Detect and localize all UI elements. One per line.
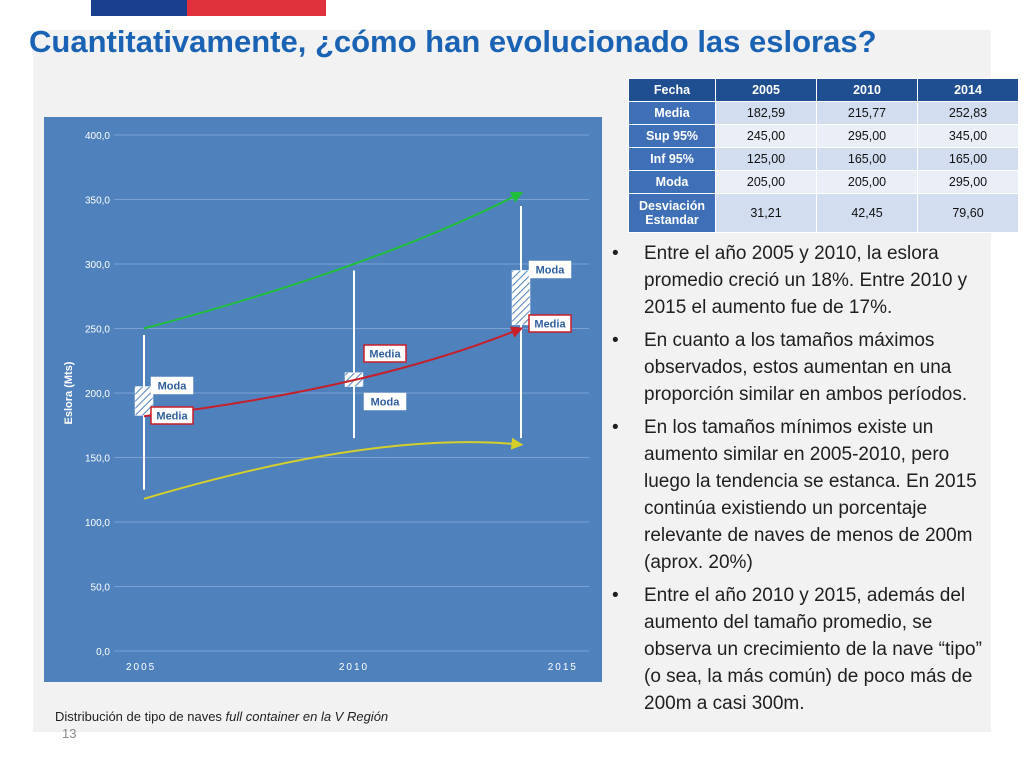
y-tick-label: 200,0 xyxy=(85,389,110,400)
box-label-bg xyxy=(528,314,572,333)
caption-text: Distribución de tipo de naves xyxy=(55,709,226,724)
table-cell: 205,00 xyxy=(715,170,817,194)
table-cell: 165,00 xyxy=(917,147,1019,171)
y-tick-label: 300,0 xyxy=(85,260,110,271)
trend-line xyxy=(143,191,524,330)
box-label-bg xyxy=(528,260,572,279)
table-cell: 295,00 xyxy=(816,124,918,148)
y-tick-label: 50,0 xyxy=(91,583,111,594)
bullet-dot-icon: • xyxy=(612,417,619,438)
table-row-label: Moda xyxy=(628,170,716,194)
box-label: Media xyxy=(534,319,566,331)
box-label: Moda xyxy=(158,381,188,393)
top-accent-red xyxy=(187,0,326,16)
box-label: Moda xyxy=(371,397,401,409)
table-row: Desviación Estandar 31,21 42,45 79,60 xyxy=(628,193,1019,233)
y-tick-label: 400,0 xyxy=(85,131,110,142)
table-row-label: Sup 95% xyxy=(628,124,716,148)
y-tick-label: 0,0 xyxy=(96,647,110,658)
bullet-text: En cuanto a los tamaños máximos observad… xyxy=(644,330,968,405)
bullet-dot-icon: • xyxy=(612,243,619,264)
y-tick-label: 350,0 xyxy=(85,196,110,207)
bullet-dot-icon: • xyxy=(612,585,619,606)
table-cell: 345,00 xyxy=(917,124,1019,148)
chart-caption: Distribución de tipo de naves full conta… xyxy=(55,709,388,724)
table-cell: 252,83 xyxy=(917,101,1019,125)
table-header-cell: 2005 xyxy=(715,78,817,102)
table-header-cell: Fecha xyxy=(628,78,716,102)
table-header-cell: 2010 xyxy=(816,78,918,102)
trend-line xyxy=(143,326,524,418)
caption-italic-text: full container en la V Región xyxy=(225,709,389,724)
box-rect xyxy=(511,270,531,326)
y-axis-label: Eslora (Mts) xyxy=(63,361,75,424)
bullet-dot-icon: • xyxy=(612,330,619,351)
table-row-label: Media xyxy=(628,101,716,125)
table-row-label: Desviación Estandar xyxy=(628,193,716,233)
table-cell: 165,00 xyxy=(816,147,918,171)
bullet-text: En los tamaños mínimos existe un aumento… xyxy=(644,417,977,573)
x-tick-label: 2015 xyxy=(548,662,578,673)
bullet-item: • Entre el año 2005 y 2010, la eslora pro… xyxy=(612,240,992,321)
bullet-item: • Entre el año 2010 y 2015, además del au… xyxy=(612,582,992,717)
trend-line xyxy=(143,437,524,500)
y-tick-label: 150,0 xyxy=(85,454,110,465)
bullet-item: • En cuanto a los tamaños máximos observa… xyxy=(612,327,992,408)
table-cell: 215,77 xyxy=(816,101,918,125)
bullet-text: Entre el año 2005 y 2010, la eslora prom… xyxy=(644,243,968,318)
box-chart-svg: 0,0 50,0 100,0 150,0 200,0 250,0 300,0 350,0 400… xyxy=(63,131,589,673)
table-row: Media 182,59 215,77 252,83 xyxy=(628,101,1019,125)
box-label-bg xyxy=(150,406,194,425)
table-cell: 125,00 xyxy=(715,147,817,171)
top-accent-blue xyxy=(91,0,187,16)
box-chart: 0,0 50,0 100,0 150,0 200,0 250,0 300,0 350,0 400… xyxy=(44,117,602,682)
table-row: Sup 95% 245,00 295,00 345,00 xyxy=(628,124,1019,148)
table-row: Inf 95% 125,00 165,00 165,00 xyxy=(628,147,1019,171)
x-tick-label: 2010 xyxy=(339,662,369,673)
bullet-item: • En los tamaños mínimos existe un aument… xyxy=(612,414,992,576)
table-cell: 295,00 xyxy=(917,170,1019,194)
table-cell: 79,60 xyxy=(917,193,1019,233)
box-label: Media xyxy=(369,349,401,361)
y-tick-label: 100,0 xyxy=(85,518,110,529)
slide-number: 13 xyxy=(62,726,77,741)
box-label: Moda xyxy=(536,265,566,277)
stats-table-header: Fecha 2005 2010 2014 xyxy=(628,78,1019,102)
table-cell: 42,45 xyxy=(816,193,918,233)
table-cell: 182,59 xyxy=(715,101,817,125)
box-label: Media xyxy=(156,411,188,423)
y-tick-label: 250,0 xyxy=(85,325,110,336)
bullet-text: Entre el año 2010 y 2015, además del aum… xyxy=(644,585,982,714)
slide-title: Cuantitativamente, ¿cómo han evolucionad… xyxy=(29,24,877,59)
stats-table: Fecha 2005 2010 2014 Media 182,59 215,77… xyxy=(628,78,1019,233)
table-row-label: Inf 95% xyxy=(628,147,716,171)
table-header-cell: 2014 xyxy=(917,78,1019,102)
table-cell: 31,21 xyxy=(715,193,817,233)
x-tick-label: 2005 xyxy=(126,662,156,673)
box-label-bg xyxy=(363,392,407,411)
table-cell: 205,00 xyxy=(816,170,918,194)
table-cell: 245,00 xyxy=(715,124,817,148)
bullet-list: • Entre el año 2005 y 2010, la eslora pro… xyxy=(612,240,992,723)
box-label-bg xyxy=(363,344,407,363)
table-row: Moda 205,00 205,00 295,00 xyxy=(628,170,1019,194)
box-label-bg xyxy=(150,376,194,395)
